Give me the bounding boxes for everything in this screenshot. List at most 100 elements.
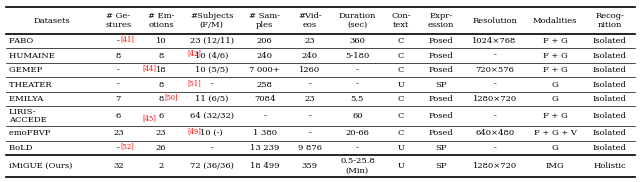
Text: 11 (6/5): 11 (6/5) [195,95,228,103]
Text: Isolated: Isolated [593,144,627,152]
Text: IMG: IMG [546,162,564,170]
Text: 10 (4/6): 10 (4/6) [195,52,228,60]
Text: [42]: [42] [187,50,201,58]
Text: Isolated: Isolated [593,52,627,60]
Text: [52]: [52] [120,142,134,150]
Text: 240: 240 [257,52,273,60]
Text: -: - [117,81,120,89]
Text: 8: 8 [159,52,164,60]
Text: THEATER: THEATER [9,81,54,89]
Text: emoFBVP: emoFBVP [9,129,53,137]
Text: -: - [211,81,213,89]
Text: 6: 6 [116,112,121,120]
Text: Isolated: Isolated [593,95,627,103]
Text: #Vid-
eos: #Vid- eos [298,12,322,29]
Text: 1 380: 1 380 [253,129,276,137]
Text: 32: 32 [113,162,124,170]
Text: [44]: [44] [143,64,157,72]
Text: C: C [398,37,404,45]
Text: Isolated: Isolated [593,129,627,137]
Text: SP: SP [435,144,447,152]
Text: 206: 206 [257,37,273,45]
Text: 60: 60 [352,112,363,120]
Text: Posed: Posed [429,129,453,137]
Text: 18 499: 18 499 [250,162,280,170]
Text: U: U [397,162,404,170]
Text: [45]: [45] [143,115,156,123]
Text: # Em-
otions: # Em- otions [148,12,175,29]
Text: 13 239: 13 239 [250,144,280,152]
Text: C: C [398,129,404,137]
Text: -: - [211,144,213,152]
Text: 6: 6 [159,112,164,120]
Text: 720×576: 720×576 [475,66,514,74]
Text: Modalities: Modalities [533,17,577,25]
Text: -: - [493,112,496,120]
Text: Posed: Posed [429,52,453,60]
Text: SP: SP [435,162,447,170]
Text: SP: SP [435,81,447,89]
Text: 18: 18 [156,66,166,74]
Text: Posed: Posed [429,66,453,74]
Text: -: - [117,144,120,152]
Text: -: - [117,66,120,74]
Text: 20-66: 20-66 [346,129,369,137]
Text: 9 876: 9 876 [298,144,322,152]
Text: Posed: Posed [429,37,453,45]
Text: U: U [397,144,404,152]
Text: Resolution: Resolution [472,17,517,25]
Text: Duration
(sec): Duration (sec) [339,12,376,29]
Text: iMiGUE (Ours): iMiGUE (Ours) [9,162,72,170]
Text: -: - [356,66,359,74]
Text: 7084: 7084 [254,95,275,103]
Text: F + G: F + G [543,66,568,74]
Text: 10 (5/5): 10 (5/5) [195,66,228,74]
Text: Holistic: Holistic [593,162,626,170]
Text: 2: 2 [159,162,164,170]
Text: -: - [493,81,496,89]
Text: Posed: Posed [429,95,453,103]
Text: 10: 10 [156,37,166,45]
Text: 0.5-25.8
(Min): 0.5-25.8 (Min) [340,157,375,174]
Text: 72 (36/36): 72 (36/36) [190,162,234,170]
Text: LIRIS-: LIRIS- [9,108,36,116]
Text: [51]: [51] [187,79,201,87]
Text: 359: 359 [302,162,318,170]
Text: # Ge-
stures: # Ge- stures [105,12,131,29]
Text: Isolated: Isolated [593,81,627,89]
Text: Expr-
ession: Expr- ession [428,12,454,29]
Text: FABO: FABO [9,37,36,45]
Text: -: - [117,37,120,45]
Text: U: U [397,81,404,89]
Text: 7: 7 [116,95,121,103]
Text: C: C [398,112,404,120]
Text: 258: 258 [257,81,273,89]
Text: C: C [398,95,404,103]
Text: G: G [552,81,559,89]
Text: 23 (12/11): 23 (12/11) [190,37,234,45]
Text: -: - [308,81,311,89]
Text: 8: 8 [159,81,164,89]
Text: 10 (-): 10 (-) [200,129,223,137]
Text: 1280×720: 1280×720 [472,162,516,170]
Text: Con-
text: Con- text [391,12,411,29]
Text: -: - [493,144,496,152]
Text: 8: 8 [116,52,121,60]
Text: -: - [493,52,496,60]
Text: 8: 8 [159,95,164,103]
Text: ACCEDE: ACCEDE [9,116,47,124]
Text: F + G: F + G [543,112,568,120]
Text: # Sam-
ples: # Sam- ples [249,12,280,29]
Text: 64 (32/32): 64 (32/32) [190,112,234,120]
Text: 26: 26 [156,144,166,152]
Text: [49]: [49] [187,127,201,135]
Text: C: C [398,52,404,60]
Text: Isolated: Isolated [593,37,627,45]
Text: HUMAINE: HUMAINE [9,52,58,60]
Text: -: - [263,112,266,120]
Text: -: - [356,144,359,152]
Text: [50]: [50] [165,93,179,101]
Text: -: - [308,129,311,137]
Text: Datasets: Datasets [33,17,70,25]
Text: Isolated: Isolated [593,66,627,74]
